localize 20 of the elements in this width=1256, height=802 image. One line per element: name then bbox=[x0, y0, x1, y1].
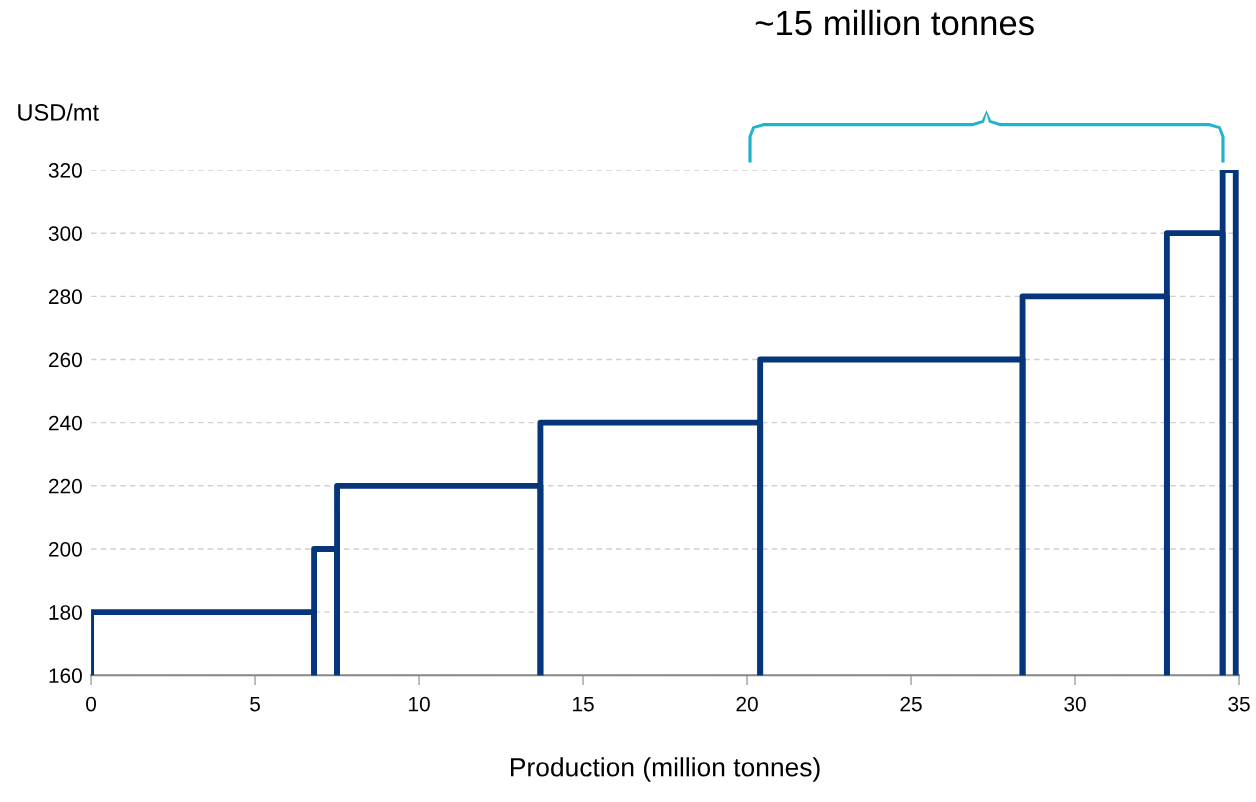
x-tick-label: 30 bbox=[1064, 696, 1086, 712]
y-axis-title: USD/mt bbox=[18, 103, 99, 121]
y-tick-label: 280 bbox=[49, 289, 82, 305]
x-tick-label: 10 bbox=[409, 696, 430, 712]
y-tick-label: 260 bbox=[49, 352, 82, 368]
chart-title: ~15 million tonnes bbox=[755, 9, 1034, 36]
x-tick-label: 15 bbox=[573, 696, 594, 712]
x-axis-title: Production (million tonnes) bbox=[511, 757, 820, 782]
y-tick-label: 240 bbox=[49, 415, 82, 431]
y-tick-label: 200 bbox=[49, 541, 82, 557]
y-tick-label: 220 bbox=[49, 478, 82, 494]
x-tick-label: 0 bbox=[86, 696, 97, 712]
y-tick-label: 180 bbox=[49, 605, 82, 620]
y-tick-label: 300 bbox=[48, 226, 82, 241]
x-tick-label: 35 bbox=[1228, 696, 1250, 712]
x-tick-label: 25 bbox=[900, 696, 922, 712]
y-tick-label: 320 bbox=[48, 163, 82, 178]
x-tick-label: 20 bbox=[736, 696, 758, 712]
x-tick-label: 5 bbox=[250, 696, 260, 712]
y-tick-label: 160 bbox=[49, 668, 82, 684]
